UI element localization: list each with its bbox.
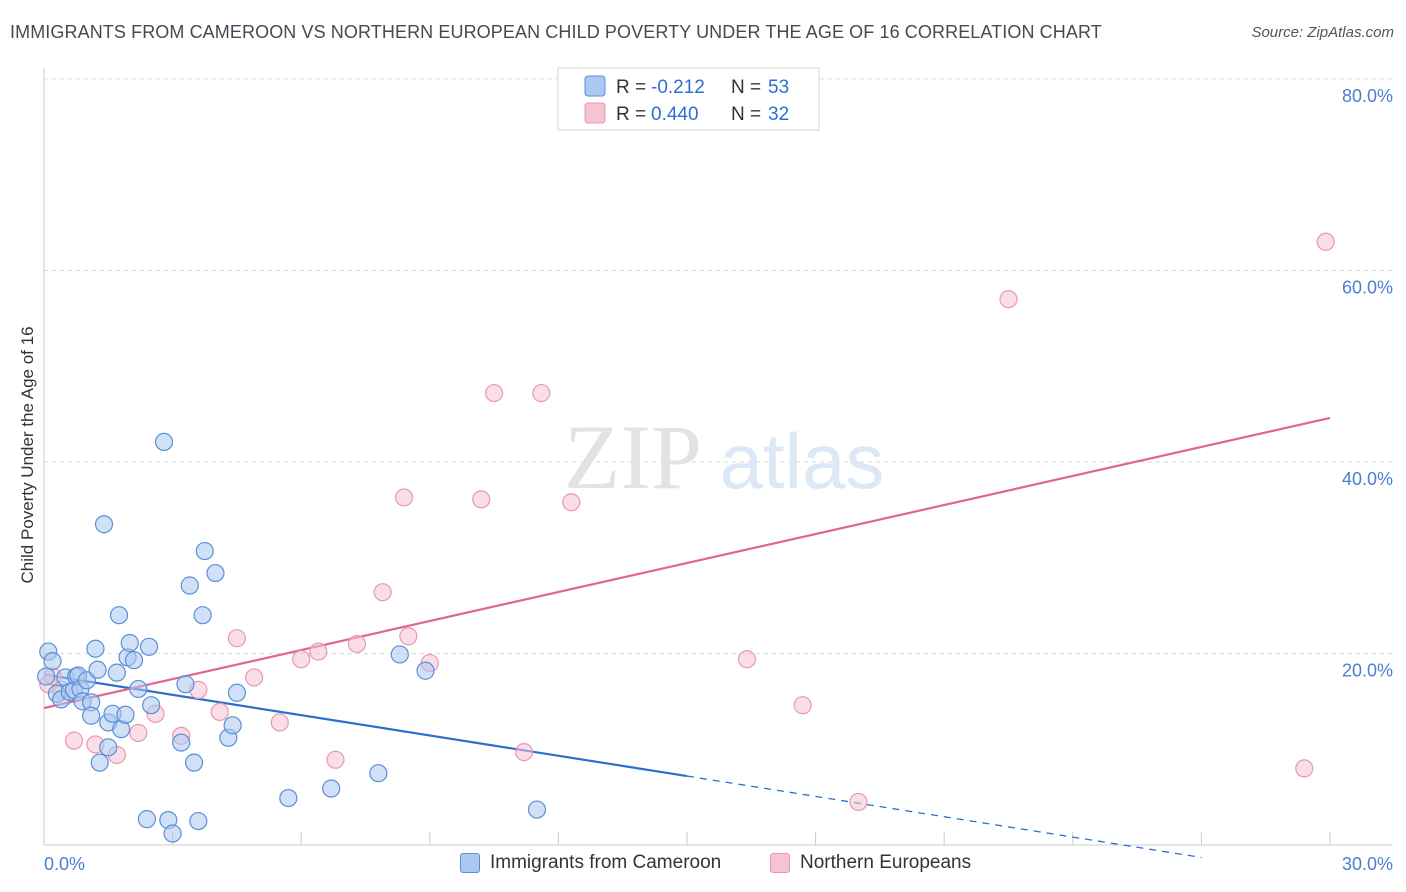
point-northern-europeans-3 (64, 731, 84, 750)
stats-legend-r-value-blue: -0.212 (651, 77, 705, 98)
point-cameroon-51 (527, 800, 547, 819)
point-northern-europeans-13 (270, 713, 289, 732)
point-northern-europeans-17 (347, 634, 367, 654)
legend-label-northern-europeans: Northern Europeans (800, 852, 972, 873)
stats-legend-n-label-blue: N = (731, 77, 766, 98)
y-tick-label-40: 40.0% (1342, 469, 1393, 489)
stats-legend-r-label-blue: R = (616, 77, 651, 98)
point-cameroon-34 (163, 824, 182, 843)
legend-swatch-blue (460, 853, 480, 873)
point-cameroon-17 (94, 515, 114, 534)
legend-swatch-pink (770, 853, 790, 873)
trend-line-northern-europeans (43, 416, 1331, 710)
point-cameroon-47 (322, 779, 341, 798)
point-cameroon-26 (120, 633, 139, 653)
point-northern-europeans-27 (737, 650, 757, 669)
point-northern-europeans-14 (292, 650, 311, 669)
y-tick-label-60: 60.0% (1342, 278, 1393, 298)
point-cameroon-52 (37, 667, 56, 686)
point-northern-europeans-20 (399, 627, 418, 646)
point-cameroon-15 (88, 660, 107, 679)
point-cameroon-19 (99, 738, 118, 757)
watermark-zip: ZIP (564, 406, 702, 508)
trend-line-cameroon (43, 673, 688, 778)
x-tick-label-max: 30.0% (1342, 854, 1393, 874)
point-northern-europeans-18 (373, 583, 392, 602)
point-northern-europeans-26 (562, 493, 581, 512)
point-cameroon-24 (116, 705, 135, 724)
point-cameroon-45 (227, 683, 246, 702)
point-cameroon-27 (124, 651, 144, 670)
point-cameroon-21 (107, 663, 126, 682)
y-axis-label: Child Poverty Under the Age of 16 (18, 326, 37, 583)
point-northern-europeans-6 (129, 723, 148, 743)
y-tick-label-20: 20.0% (1342, 661, 1393, 681)
series-immigrants-from-cameroon (37, 432, 547, 843)
point-cameroon-22 (109, 606, 129, 625)
stats-legend: R = -0.212 N = 53 R = 0.440 N = 32 (557, 67, 820, 131)
stats-legend-swatch-blue (584, 75, 606, 97)
point-northern-europeans-28 (793, 696, 812, 715)
x-tick-label-min: 0.0% (44, 854, 85, 874)
point-northern-europeans-10 (210, 702, 229, 722)
point-cameroon-49 (390, 645, 409, 664)
point-cameroon-37 (180, 576, 199, 595)
point-cameroon-16 (90, 753, 109, 772)
point-northern-europeans-15 (309, 642, 328, 661)
point-cameroon-31 (142, 696, 161, 715)
point-cameroon-32 (154, 432, 174, 451)
stats-legend-r-label-pink: R = (616, 104, 651, 125)
stats-legend-n-value-blue: 53 (768, 77, 789, 98)
y-tick-labels: 20.0% 40.0% 60.0% 80.0% (1342, 86, 1393, 681)
point-cameroon-46 (279, 788, 298, 808)
grid-lines (44, 78, 1392, 654)
point-northern-europeans-30 (999, 290, 1018, 309)
point-cameroon-40 (193, 606, 212, 625)
trend-lines (43, 416, 1331, 859)
stats-legend-n-value-pink: 32 (768, 104, 789, 125)
stats-legend-r-value-pink: 0.440 (651, 104, 699, 125)
chart-title: IMMIGRANTS FROM CAMEROON VS NORTHERN EUR… (10, 22, 1102, 42)
point-northern-europeans-11 (227, 629, 246, 648)
trend-line-cameroon-extrapolated (686, 775, 1202, 859)
point-northern-europeans-22 (472, 490, 491, 509)
watermark-atlas: atlas (720, 417, 885, 505)
legend-item-northern-europeans[interactable]: Northern Europeans (770, 852, 971, 874)
point-northern-europeans-25 (532, 383, 551, 403)
point-cameroon-30 (139, 637, 159, 656)
stats-legend-swatch-pink (584, 102, 606, 124)
point-northern-europeans-12 (244, 668, 264, 687)
axes (43, 68, 1392, 846)
point-northern-europeans-16 (326, 750, 345, 769)
series-legend: Immigrants from Cameroon Northern Europe… (0, 852, 1406, 876)
point-cameroon-13 (82, 706, 101, 725)
point-cameroon-38 (184, 753, 204, 772)
point-cameroon-42 (206, 563, 225, 583)
point-northern-europeans-29 (849, 792, 868, 812)
point-cameroon-14 (86, 639, 105, 658)
point-northern-europeans-24 (515, 743, 534, 762)
point-cameroon-28 (129, 679, 148, 699)
point-cameroon-29 (137, 810, 156, 829)
point-cameroon-36 (176, 675, 195, 694)
y-tick-label-80: 80.0% (1342, 86, 1393, 106)
point-cameroon-35 (172, 733, 191, 752)
point-cameroon-48 (369, 764, 388, 783)
stats-legend-n-label-pink: N = (731, 104, 766, 125)
point-cameroon-50 (416, 661, 435, 680)
source-label: Source: ZipAtlas.com (1251, 24, 1394, 41)
point-cameroon-44 (223, 716, 242, 735)
point-cameroon-1 (43, 652, 62, 671)
point-northern-europeans-32 (1316, 232, 1335, 251)
point-cameroon-41 (195, 541, 214, 561)
point-cameroon-39 (189, 811, 208, 831)
point-northern-europeans-31 (1295, 759, 1314, 778)
point-northern-europeans-19 (394, 488, 414, 507)
legend-item-cameroon[interactable]: Immigrants from Cameroon (460, 852, 721, 874)
point-northern-europeans-23 (485, 383, 504, 403)
legend-label-cameroon: Immigrants from Cameroon (490, 852, 722, 873)
